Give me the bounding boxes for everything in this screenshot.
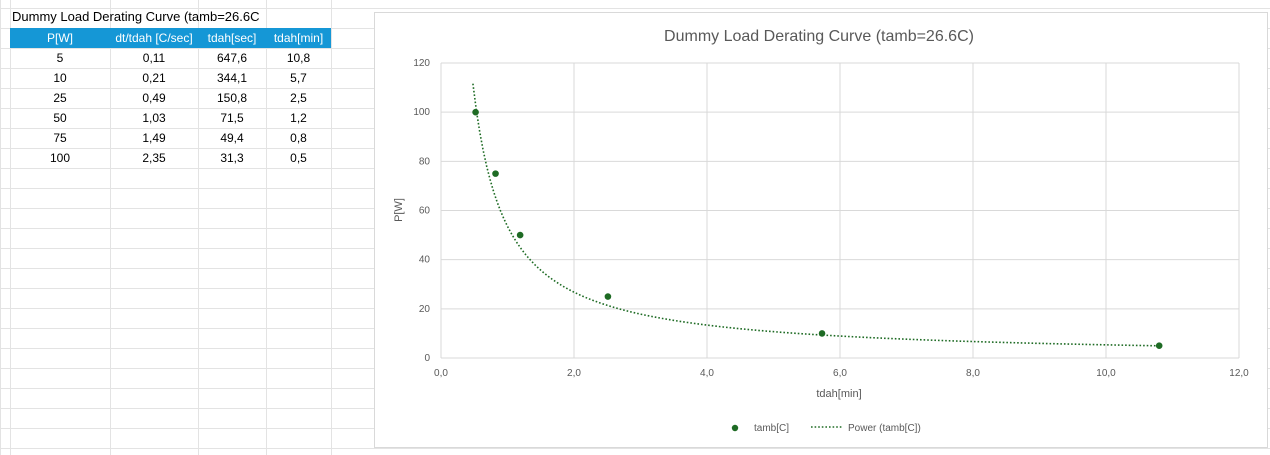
column-divider bbox=[331, 0, 332, 455]
x-tick-label: 12,0 bbox=[1229, 368, 1249, 379]
chart-area[interactable]: Dummy Load Derating Curve (tamb=26.6C) 0… bbox=[374, 12, 1268, 448]
cell[interactable]: 344,1 bbox=[216, 71, 248, 85]
x-tick-label: 10,0 bbox=[1096, 368, 1116, 379]
legend-marker-icon bbox=[731, 424, 739, 432]
data-point[interactable] bbox=[516, 231, 524, 239]
x-axis-ticks: 0,0 2,0 4,0 6,0 8,0 10,0 12,0 bbox=[434, 368, 1249, 379]
cell[interactable]: 0,8 bbox=[290, 131, 307, 145]
cell[interactable]: 0,5 bbox=[290, 151, 307, 165]
cell[interactable]: 50 bbox=[53, 111, 67, 125]
x-tick-label: 4,0 bbox=[700, 368, 714, 379]
cell[interactable]: 1,2 bbox=[290, 111, 307, 125]
data-table: P[W] dt/tdah [C/sec] tdah[sec] tdah[min]… bbox=[10, 28, 331, 168]
column-divider bbox=[266, 0, 267, 455]
cell[interactable]: 25 bbox=[53, 91, 67, 105]
cell[interactable]: 1,49 bbox=[142, 131, 166, 145]
legend-label-trendline: Power (tamb[C]) bbox=[848, 423, 921, 434]
table-row: 5 0,11 647,6 10,8 bbox=[10, 48, 331, 68]
y-tick-label: 80 bbox=[419, 156, 431, 167]
y-tick-label: 60 bbox=[419, 206, 431, 217]
table-row: 10 0,21 344,1 5,7 bbox=[10, 68, 331, 88]
x-tick-label: 2,0 bbox=[567, 368, 581, 379]
x-tick-label: 6,0 bbox=[833, 368, 847, 379]
cell[interactable]: 49,4 bbox=[220, 131, 244, 145]
data-point[interactable] bbox=[492, 170, 499, 177]
cell[interactable]: 2,35 bbox=[142, 151, 166, 165]
y-tick-label: 20 bbox=[419, 304, 431, 315]
cell[interactable]: 2,5 bbox=[290, 91, 307, 105]
y-tick-label: 40 bbox=[419, 255, 431, 266]
header-cell-time-min[interactable]: tdah[min] bbox=[273, 31, 324, 45]
table-header: P[W] dt/tdah [C/sec] tdah[sec] tdah[min] bbox=[10, 28, 331, 48]
table-row: 75 1,49 49,4 0,8 bbox=[10, 128, 331, 148]
cell[interactable]: 0,11 bbox=[142, 51, 166, 65]
series-points bbox=[472, 108, 1163, 350]
y-axis-ticks: 0 20 40 60 80 100 120 bbox=[413, 58, 430, 364]
cell[interactable]: 31,3 bbox=[220, 151, 244, 165]
cell[interactable]: 0,49 bbox=[142, 91, 166, 105]
sheet-title[interactable]: Dummy Load Derating Curve (tamb=26.6C bbox=[12, 9, 260, 24]
cell[interactable]: 150,8 bbox=[216, 91, 248, 105]
y-tick-label: 120 bbox=[413, 58, 430, 69]
data-point[interactable] bbox=[818, 330, 826, 337]
column-divider bbox=[10, 0, 11, 455]
legend-label-series: tamb[C] bbox=[754, 423, 789, 434]
cell[interactable]: 1,03 bbox=[142, 111, 166, 125]
x-tick-label: 8,0 bbox=[966, 368, 980, 379]
table-row: 100 2,35 31,3 0,5 bbox=[10, 148, 331, 168]
header-cell-rate[interactable]: dt/tdah [C/sec] bbox=[115, 31, 193, 45]
gridlines bbox=[440, 62, 1240, 359]
cell[interactable]: 5,7 bbox=[290, 71, 307, 85]
x-tick-label: 0,0 bbox=[434, 368, 448, 379]
chart-legend[interactable]: tamb[C] Power (tamb[C]) bbox=[731, 423, 921, 434]
cell[interactable]: 647,6 bbox=[216, 51, 248, 65]
cell[interactable]: 5 bbox=[56, 51, 64, 65]
cell[interactable]: 100 bbox=[49, 151, 71, 165]
y-axis-label[interactable]: P[W] bbox=[393, 198, 405, 222]
header-cell-time-sec[interactable]: tdah[sec] bbox=[207, 31, 257, 45]
x-axis-label[interactable]: tdah[min] bbox=[816, 388, 861, 400]
column-divider bbox=[110, 0, 111, 455]
data-point[interactable] bbox=[1155, 342, 1163, 350]
data-point[interactable] bbox=[472, 108, 479, 116]
derating-chart: Dummy Load Derating Curve (tamb=26.6C) 0… bbox=[393, 28, 1249, 434]
chart-title[interactable]: Dummy Load Derating Curve (tamb=26.6C) bbox=[664, 28, 974, 45]
cell[interactable]: 10 bbox=[53, 71, 67, 85]
table-row: 50 1,03 71,5 1,2 bbox=[10, 108, 331, 128]
header-cell-power[interactable]: P[W] bbox=[47, 31, 73, 45]
trendline bbox=[472, 83, 1160, 347]
cell[interactable]: 0,21 bbox=[142, 71, 166, 85]
cell[interactable]: 71,5 bbox=[220, 111, 244, 125]
table-row: 25 0,49 150,8 2,5 bbox=[10, 88, 331, 108]
cell[interactable]: 10,8 bbox=[286, 51, 311, 65]
y-tick-label: 100 bbox=[413, 107, 430, 118]
column-divider bbox=[198, 0, 199, 455]
data-point[interactable] bbox=[604, 293, 612, 300]
cell[interactable]: 75 bbox=[53, 131, 67, 145]
y-tick-label: 0 bbox=[424, 353, 430, 364]
